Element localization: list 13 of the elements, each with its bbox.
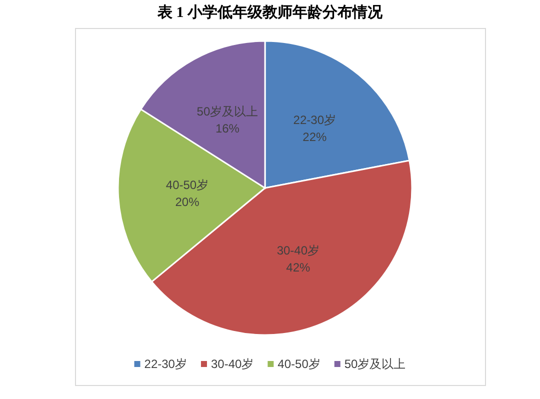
legend-label: 30-40岁 bbox=[210, 357, 254, 371]
slice-label: 30-40岁 bbox=[276, 243, 320, 258]
data-label: 16% bbox=[215, 122, 240, 136]
legend-label: 50岁及以上 bbox=[344, 357, 406, 371]
chart-title: 表 1 小学低年级教师年龄分布情况 bbox=[156, 4, 384, 21]
data-label: 42% bbox=[286, 260, 311, 274]
slice-label: 22-30岁 bbox=[293, 112, 336, 127]
legend-label: 22-30岁 bbox=[144, 357, 187, 371]
legend-label: 40-50岁 bbox=[278, 357, 320, 371]
data-label: 22% bbox=[302, 130, 327, 144]
slice-label: 40-50岁 bbox=[166, 178, 209, 192]
slice-label: 50岁及以上 bbox=[196, 104, 258, 119]
data-label: 20% bbox=[175, 194, 200, 209]
